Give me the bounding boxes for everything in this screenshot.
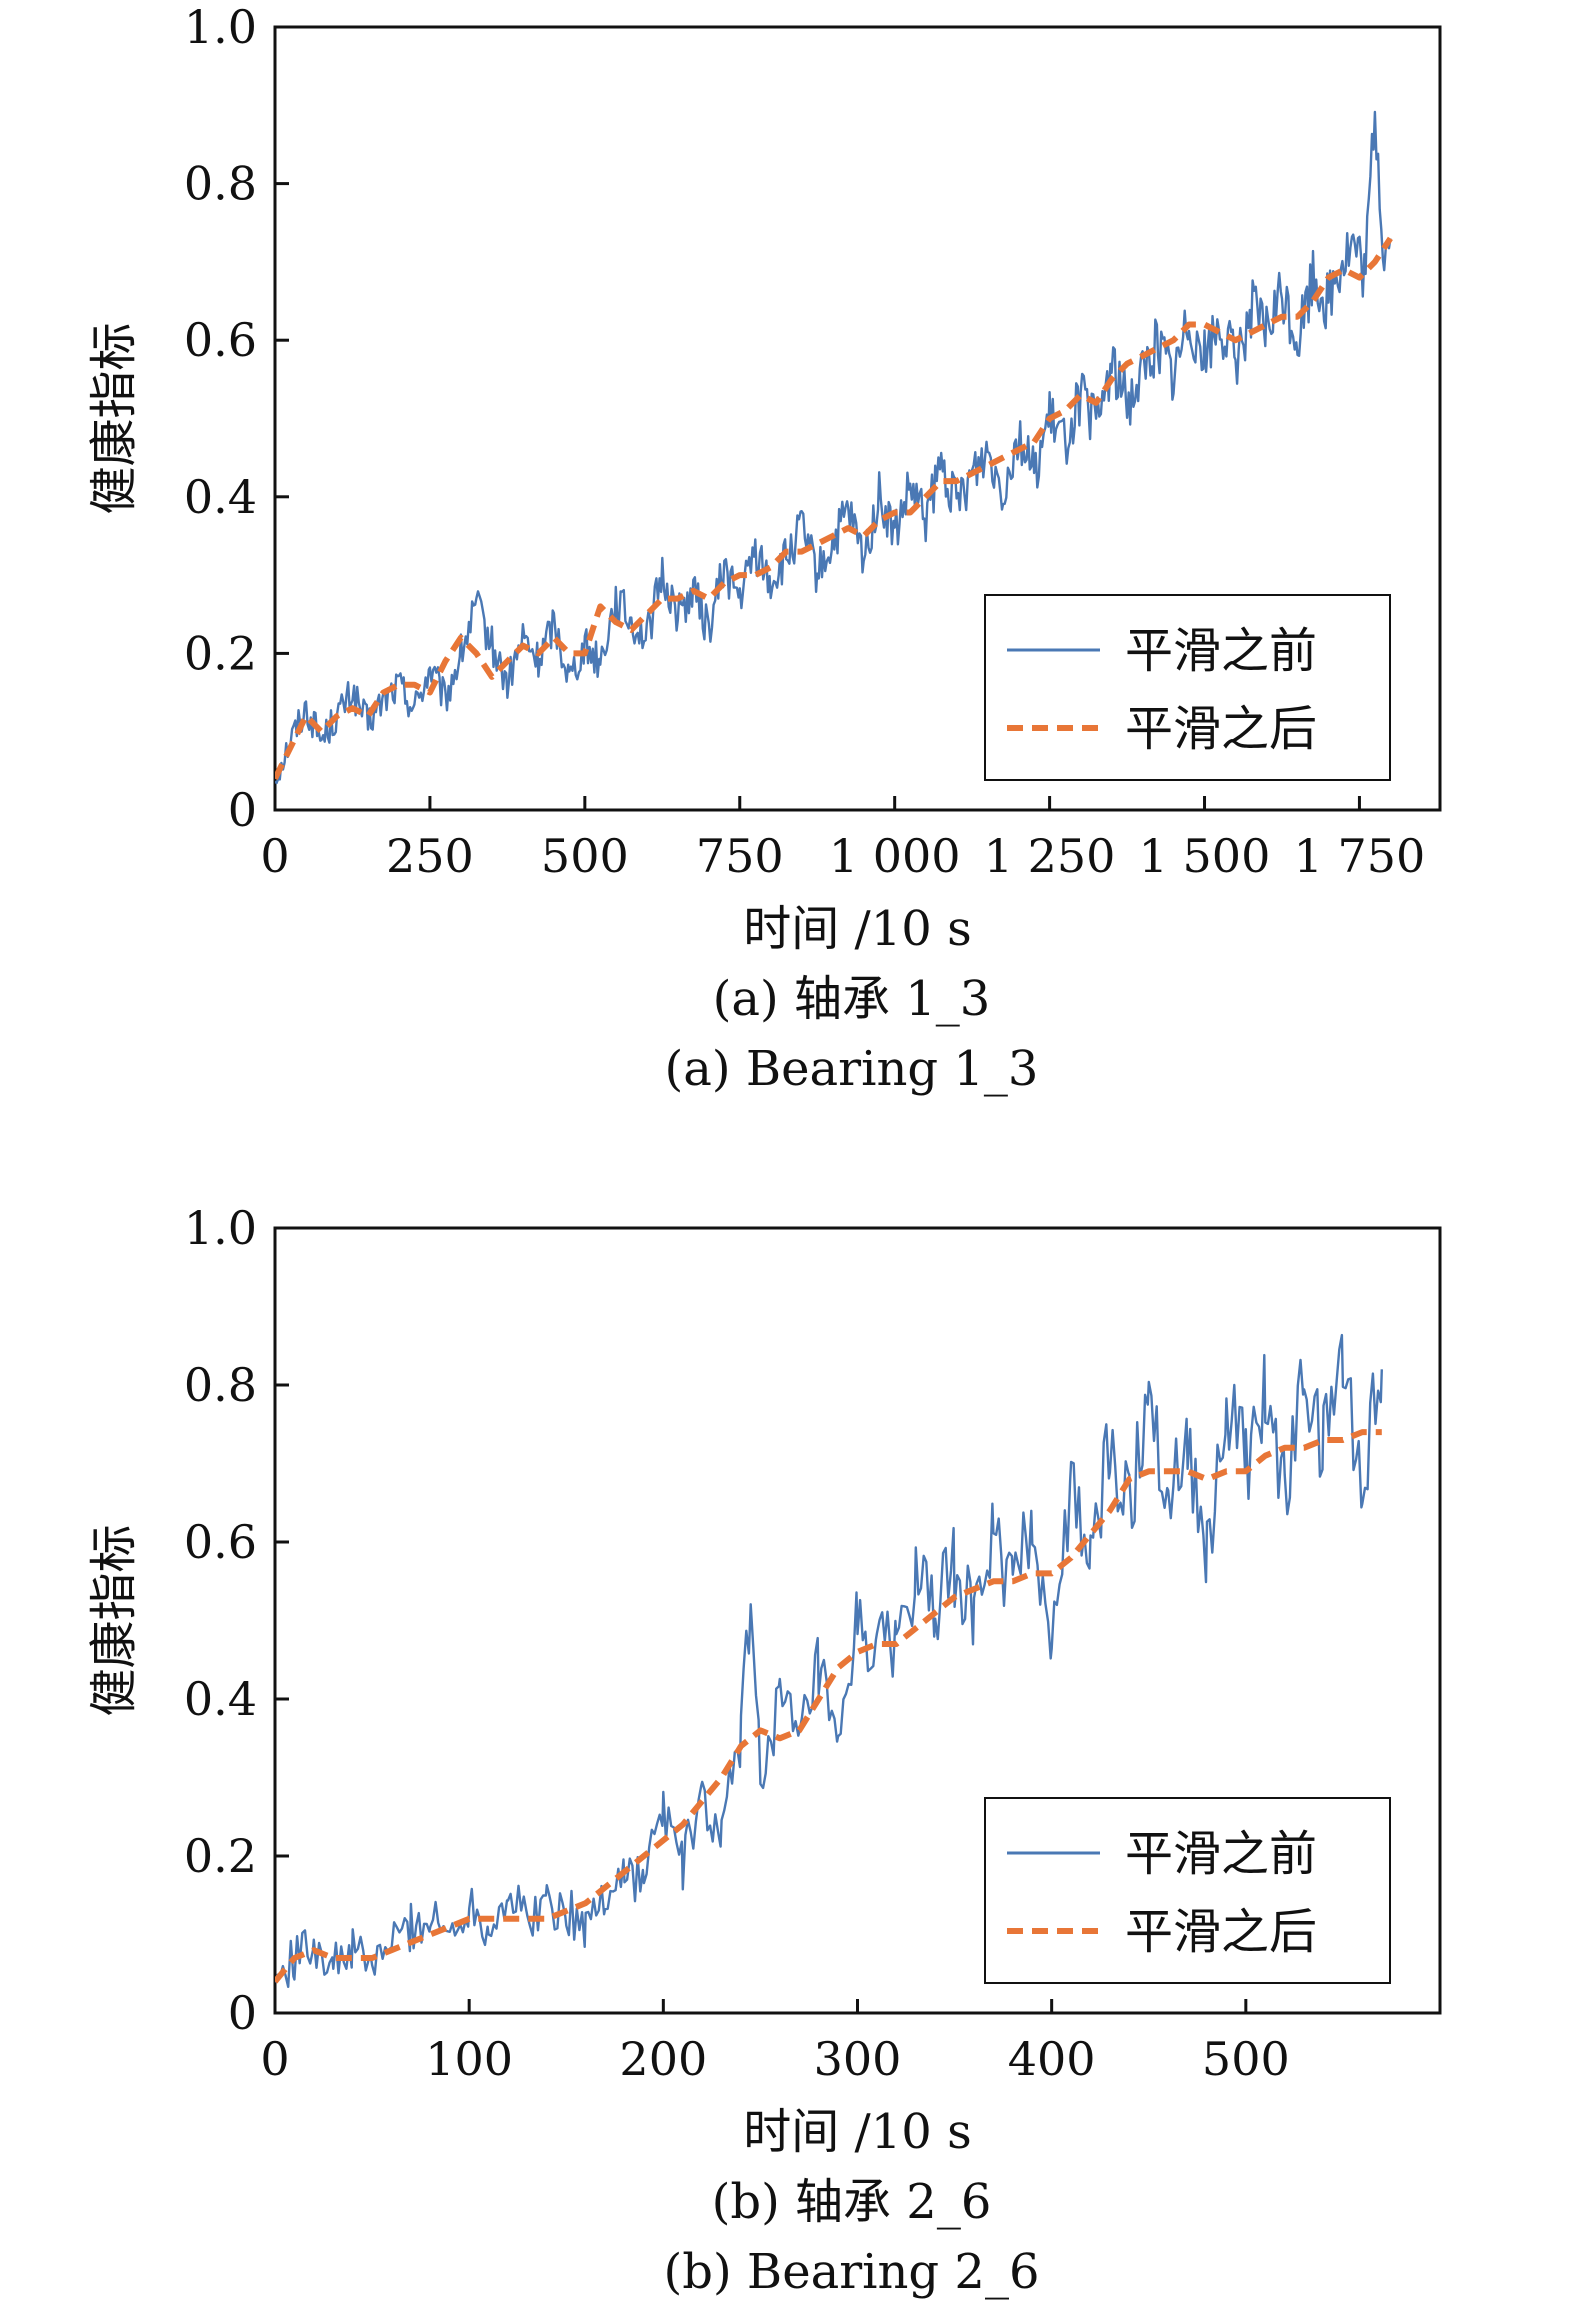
chart-a: 0 0.2 0.4 0.6 0.8 1.0 0 250 500 750 1 000 1 250 1 50… <box>86 0 1442 1097</box>
chart-a-series-smoothed <box>275 236 1393 781</box>
chart-b-xtick-label: 0 <box>260 2032 289 2086</box>
chart-a-xtick-label: 1 500 <box>1139 829 1271 883</box>
chart-a-ytick-label: 0.4 <box>184 470 257 524</box>
chart-b-ytick-label: 0.6 <box>184 1515 257 1569</box>
chart-a-caption-en: (a) Bearing 1_3 <box>665 1041 1039 1097</box>
chart-b-xtick-label: 100 <box>425 2032 513 2086</box>
chart-b-legend-box <box>984 1797 1391 1984</box>
chart-b-xtick-label: 500 <box>1202 2032 1290 2086</box>
chart-a-xtick-label: 500 <box>541 829 629 883</box>
chart-a-ytick-label: 0.8 <box>184 157 257 211</box>
chart-b-ytick-label: 0.2 <box>184 1829 257 1883</box>
chart-b-legend-label: 平滑之后 <box>1125 1904 1317 1960</box>
chart-b-x-axis-title: 时间 /10 s <box>743 2104 971 2160</box>
chart-a-plot-frame <box>273 25 1442 812</box>
chart-a-xtick-label: 250 <box>386 829 474 883</box>
chart-b: 0 0.2 0.4 0.6 0.8 1.0 0 100 200 300 400 500 时间 /10 s… <box>86 1201 1442 2300</box>
chart-a-xtick-label: 750 <box>696 829 784 883</box>
chart-b-caption-en: (b) Bearing 2_6 <box>663 2244 1039 2300</box>
chart-a-caption-cn: (a) 轴承 1_3 <box>713 971 991 1027</box>
chart-b-ytick-label: 0 <box>228 1986 257 2040</box>
chart-b-xtick-label: 400 <box>1008 2032 1096 2086</box>
chart-b-ytick-label: 0.4 <box>184 1672 257 1726</box>
chart-b-y-axis-title: 健康指标 <box>86 1524 142 1716</box>
chart-a-ytick-label: 0 <box>228 783 257 837</box>
chart-a-legend-label: 平滑之前 <box>1125 623 1317 679</box>
chart-a-legend-box <box>984 594 1391 781</box>
chart-a-ytick-label: 0.6 <box>184 313 257 367</box>
chart-b-ytick-label: 0.8 <box>184 1358 257 1412</box>
chart-a-xtick-label: 1 750 <box>1294 829 1426 883</box>
chart-a-xtick-label: 1 000 <box>829 829 961 883</box>
chart-b-series-smoothed <box>275 1429 1382 1984</box>
chart-a-ytick-label: 0.2 <box>184 626 257 680</box>
chart-a-xtick-label: 1 250 <box>984 829 1116 883</box>
chart-b-legend-label: 平滑之前 <box>1125 1826 1317 1882</box>
chart-a-x-axis-title: 时间 /10 s <box>743 901 971 957</box>
chart-a-ytick-label: 1.0 <box>184 0 257 54</box>
chart-b-xtick-label: 200 <box>619 2032 707 2086</box>
chart-b-ytick-label: 1.0 <box>184 1201 257 1255</box>
chart-b-caption-cn: (b) 轴承 2_6 <box>712 2174 992 2230</box>
chart-b-xtick-label: 300 <box>814 2032 902 2086</box>
chart-a-y-axis-title: 健康指标 <box>86 322 142 514</box>
chart-a-legend-label: 平滑之后 <box>1125 701 1317 757</box>
chart-a-xtick-label: 0 <box>260 829 289 883</box>
